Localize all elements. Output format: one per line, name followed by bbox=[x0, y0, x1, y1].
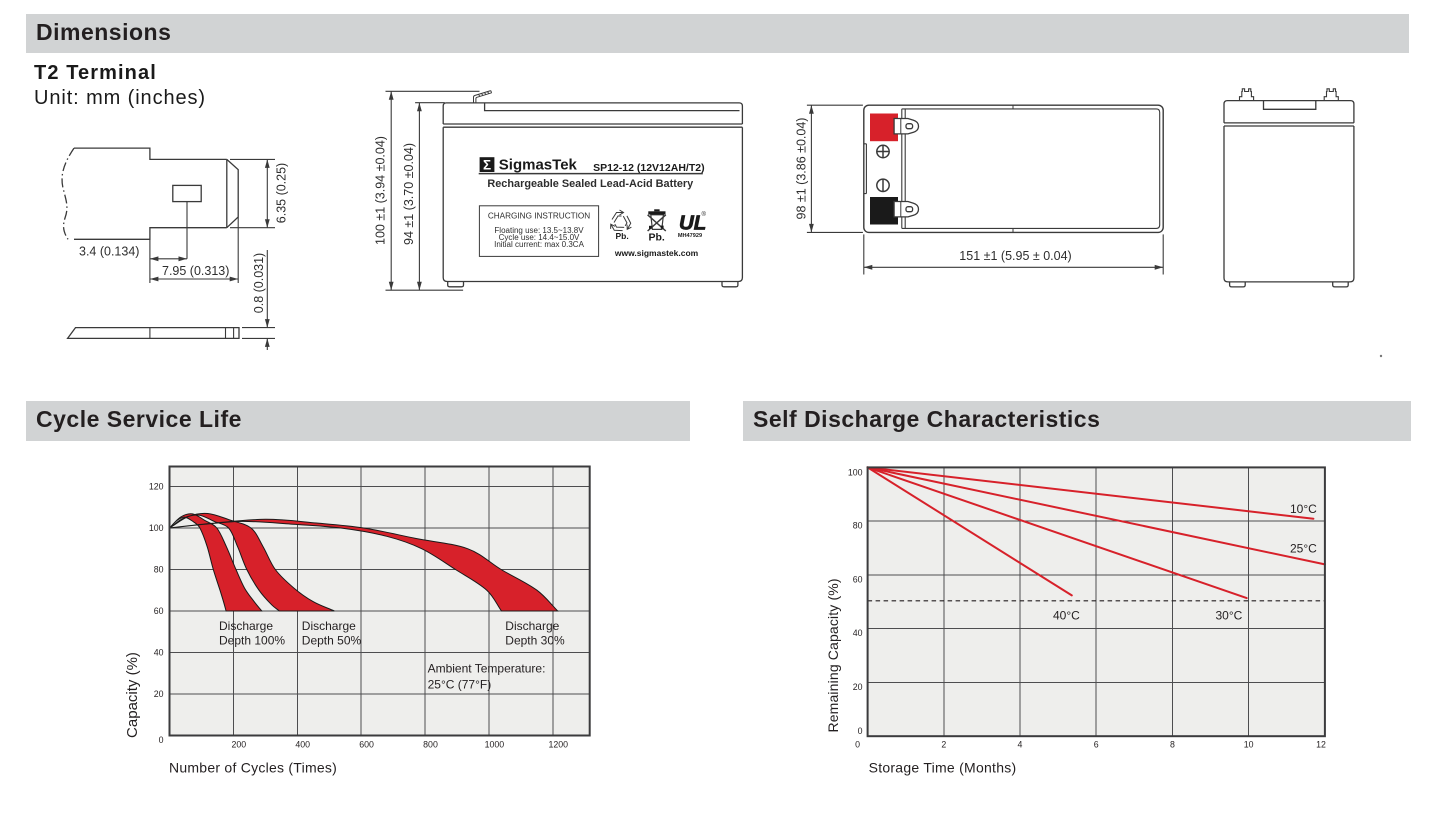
svg-text:Depth 100%: Depth 100% bbox=[219, 633, 285, 647]
svg-text:1000: 1000 bbox=[485, 740, 505, 750]
svg-text:10°C: 10°C bbox=[1290, 502, 1317, 516]
svg-text:151 ±1 (5.95 ± 0.04): 151 ±1 (5.95 ± 0.04) bbox=[959, 249, 1071, 263]
svg-text:40: 40 bbox=[154, 648, 164, 658]
svg-text:120: 120 bbox=[149, 482, 164, 492]
svg-text:CHARGING INSTRUCTION: CHARGING INSTRUCTION bbox=[488, 212, 590, 221]
svg-text:100 ±1 (3.94 ±0.04): 100 ±1 (3.94 ±0.04) bbox=[374, 136, 388, 245]
svg-text:Pb.: Pb. bbox=[616, 231, 629, 241]
svg-text:94 ±1 (3.70 ±0.04): 94 ±1 (3.70 ±0.04) bbox=[402, 143, 416, 245]
svg-text:Cycle use: 14.4~15.0V: Cycle use: 14.4~15.0V bbox=[499, 233, 580, 242]
svg-text:20: 20 bbox=[154, 689, 164, 699]
svg-text:3.4 (0.134): 3.4 (0.134) bbox=[79, 244, 139, 258]
svg-text:Number of Cycles (Times): Number of Cycles (Times) bbox=[169, 760, 337, 776]
svg-text:25°C (77°F): 25°C (77°F) bbox=[428, 678, 492, 692]
svg-text:6: 6 bbox=[1094, 740, 1099, 750]
svg-text:400: 400 bbox=[295, 740, 310, 750]
svg-text:0: 0 bbox=[159, 735, 164, 745]
svg-text:1200: 1200 bbox=[549, 740, 569, 750]
svg-text:12: 12 bbox=[1316, 740, 1326, 750]
svg-text:4: 4 bbox=[1018, 740, 1023, 750]
svg-text:60: 60 bbox=[853, 574, 863, 584]
svg-text:200: 200 bbox=[231, 740, 246, 750]
svg-text:25°C: 25°C bbox=[1290, 542, 1317, 556]
svg-text:10: 10 bbox=[1244, 740, 1254, 750]
svg-text:2: 2 bbox=[941, 740, 946, 750]
svg-text:Ambient Temperature:: Ambient Temperature: bbox=[428, 662, 546, 676]
svg-text:Pb.: Pb. bbox=[649, 231, 665, 243]
svg-text:Σ: Σ bbox=[483, 158, 491, 173]
svg-text:SigmasTek: SigmasTek bbox=[499, 156, 578, 173]
svg-text:Discharge: Discharge bbox=[302, 619, 356, 633]
svg-text:UL: UL bbox=[679, 212, 706, 235]
svg-text:20: 20 bbox=[853, 682, 863, 692]
svg-text:40°C: 40°C bbox=[1053, 609, 1080, 623]
svg-text:Depth 50%: Depth 50% bbox=[302, 633, 362, 647]
svg-text:Discharge: Discharge bbox=[505, 619, 559, 633]
svg-text:Rechargeable Sealed Lead-Acid: Rechargeable Sealed Lead-Acid Battery bbox=[487, 178, 693, 190]
svg-text:80: 80 bbox=[154, 565, 164, 575]
svg-text:6.35 (0.25): 6.35 (0.25) bbox=[275, 163, 289, 223]
svg-text:Depth 30%: Depth 30% bbox=[505, 633, 565, 647]
svg-text:Discharge: Discharge bbox=[219, 619, 273, 633]
svg-text:7.95 (0.313): 7.95 (0.313) bbox=[162, 264, 229, 278]
svg-text:8: 8 bbox=[1170, 740, 1175, 750]
svg-text:60: 60 bbox=[154, 606, 164, 616]
svg-text:0: 0 bbox=[858, 726, 863, 736]
svg-text:0.8 (0.031): 0.8 (0.031) bbox=[252, 253, 266, 313]
svg-text:40: 40 bbox=[853, 628, 863, 638]
svg-text:Initial current: max 0.3CA: Initial current: max 0.3CA bbox=[494, 240, 584, 249]
svg-text:80: 80 bbox=[853, 521, 863, 531]
svg-text:MH47929: MH47929 bbox=[678, 233, 702, 239]
svg-text:®: ® bbox=[702, 211, 707, 218]
svg-text:Remaining Capacity (%): Remaining Capacity (%) bbox=[825, 578, 841, 732]
svg-text:30°C: 30°C bbox=[1216, 609, 1243, 623]
svg-text:Floating use: 13.5~13.8V: Floating use: 13.5~13.8V bbox=[494, 226, 584, 235]
svg-text:0: 0 bbox=[855, 740, 860, 750]
svg-text:www.sigmastek.com: www.sigmastek.com bbox=[614, 248, 699, 258]
svg-text:Capacity (%): Capacity (%) bbox=[124, 652, 141, 738]
svg-text:Storage Time (Months): Storage Time (Months) bbox=[869, 760, 1017, 776]
svg-text:100: 100 bbox=[149, 523, 164, 533]
svg-text:98 ±1 (3.86 ±0.04): 98 ±1 (3.86 ±0.04) bbox=[795, 118, 809, 220]
svg-text:800: 800 bbox=[423, 740, 438, 750]
svg-text:SP12-12 (12V12AH/T2): SP12-12 (12V12AH/T2) bbox=[593, 162, 704, 174]
svg-text:100: 100 bbox=[848, 468, 863, 478]
svg-text:600: 600 bbox=[359, 740, 374, 750]
